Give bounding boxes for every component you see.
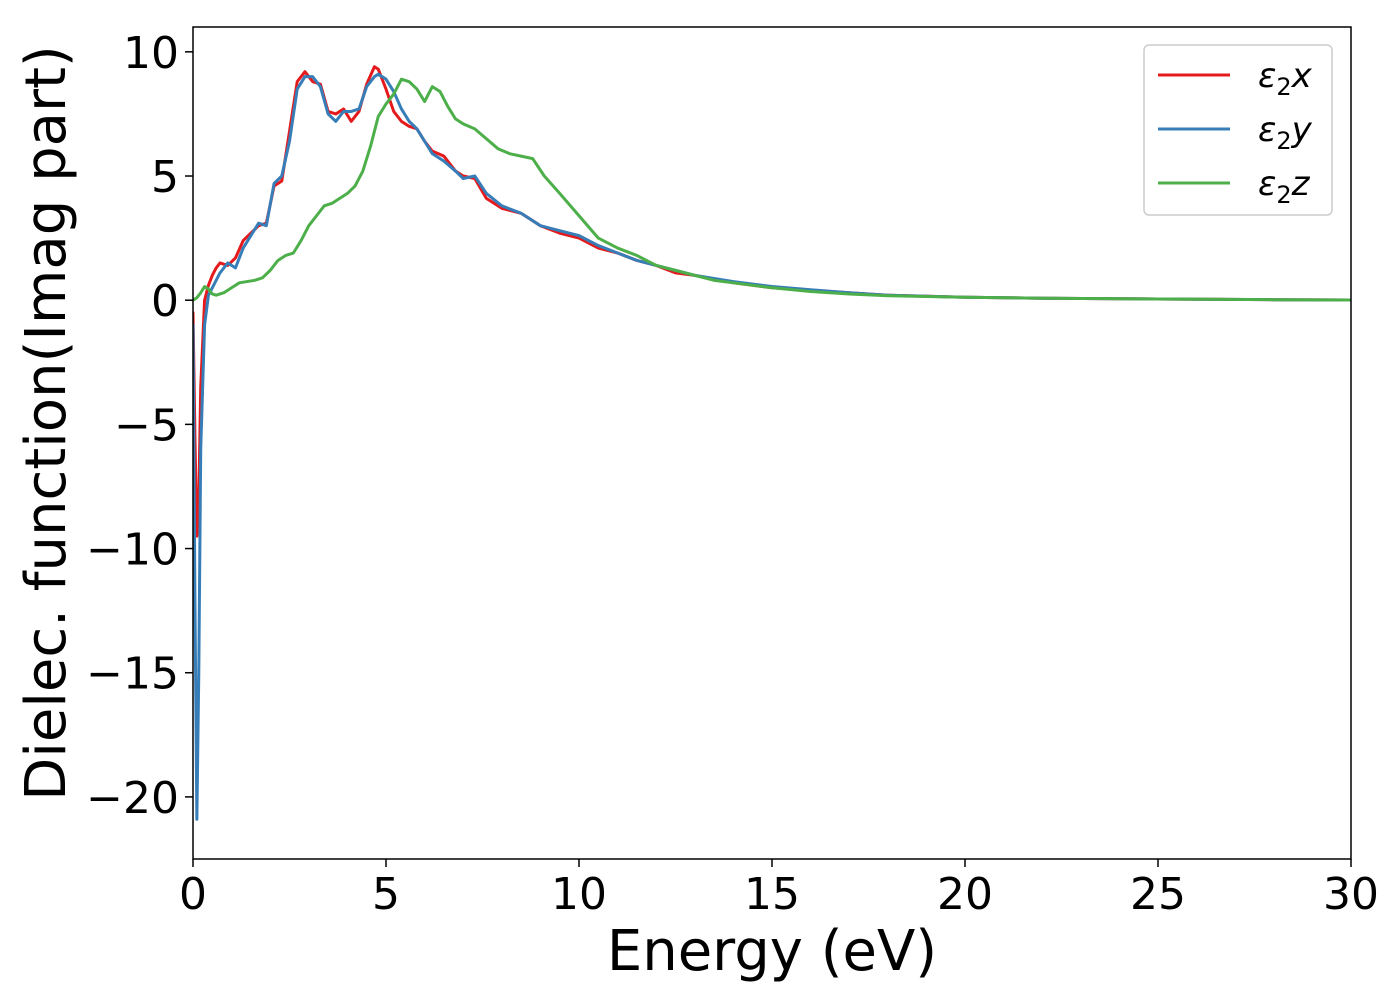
legend-label-x: ε2x <box>1258 56 1313 101</box>
legend-subscript: 2 <box>1276 127 1291 155</box>
legend-variable: y <box>1291 110 1313 150</box>
x-tick-label: 10 <box>551 869 607 920</box>
legend-variable: z <box>1291 164 1311 204</box>
x-tick-label: 5 <box>372 869 400 920</box>
y-tick-label: 0 <box>151 276 179 327</box>
legend-item-x: ε2x <box>1158 56 1313 101</box>
legend-item-y: ε2y <box>1158 110 1313 155</box>
y-tick-label: 5 <box>151 152 179 203</box>
x-tick-label: 20 <box>937 869 993 920</box>
y-tick-label: −10 <box>86 525 179 576</box>
y-tick-label: −20 <box>86 773 179 824</box>
series-line-z <box>193 77 1351 302</box>
x-tick-label: 0 <box>179 869 207 920</box>
legend-item-z: ε2z <box>1158 164 1311 209</box>
series-layer <box>193 65 1351 821</box>
legend-box <box>1143 44 1333 216</box>
y-tick-label: 10 <box>123 28 179 79</box>
x-tick-label: 15 <box>744 869 800 920</box>
x-tick-label: 25 <box>1130 869 1186 920</box>
legend-variable: x <box>1291 56 1313 96</box>
y-tick-label: −5 <box>114 400 179 451</box>
legend-label-z: ε2z <box>1258 164 1311 209</box>
y-tick-label: −15 <box>86 649 179 700</box>
y-axis-title: Dielec. function(Imag part) <box>14 45 79 801</box>
legend-subscript: 2 <box>1276 73 1291 101</box>
legend-subscript: 2 <box>1276 181 1291 209</box>
legend-epsilon: ε <box>1258 110 1276 150</box>
x-axis-title: Energy (eV) <box>607 919 937 984</box>
legend-epsilon: ε <box>1258 56 1276 96</box>
legend-label-y: ε2y <box>1258 110 1313 155</box>
ticks-layer: 0 5 10 15 20 25 30 10 5 0 −5 −10 −15 −20 <box>86 28 1379 920</box>
x-tick-label: 30 <box>1323 869 1379 920</box>
legend-epsilon: ε <box>1258 164 1276 204</box>
